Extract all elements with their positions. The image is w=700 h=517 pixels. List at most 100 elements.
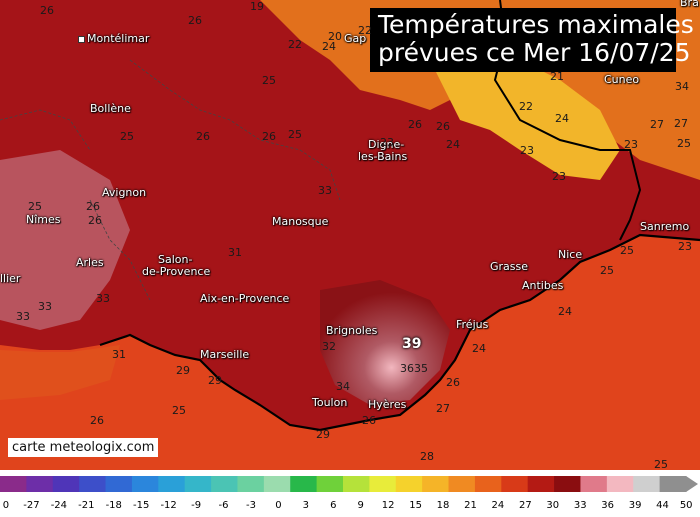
isotherm-label: 28	[420, 450, 434, 463]
isotherm-label: 20	[328, 30, 342, 43]
city-marker-icon	[78, 35, 85, 43]
isotherm-label: 22	[288, 38, 302, 51]
city-label: Montélimar	[78, 32, 149, 45]
color-scale-tick-label: 0	[275, 500, 282, 511]
isotherm-label: 26	[40, 4, 54, 17]
color-scale-segment	[633, 476, 661, 492]
color-scale-tick-label: -27	[23, 500, 40, 511]
var-hot-spot	[320, 280, 450, 405]
color-scale-segment	[369, 476, 397, 492]
isotherm-label: 26	[436, 120, 450, 133]
isotherm-label: 25	[677, 137, 691, 150]
isotherm-label: 23	[678, 240, 692, 253]
isotherm-label: 36	[400, 362, 414, 375]
city-label: Arles	[76, 256, 104, 269]
color-scale-segment	[0, 476, 27, 492]
color-scale-segment	[501, 476, 529, 492]
isotherm-label: 25	[620, 244, 634, 257]
color-scale-segment	[79, 476, 107, 492]
city-label: Hyères	[368, 398, 407, 411]
color-scale-segment	[211, 476, 238, 492]
city-label: Sanremo	[640, 220, 690, 233]
isotherm-label: 26	[362, 414, 376, 427]
color-scale-tick-label: -9	[191, 500, 202, 511]
color-scale-tick-label: 27	[518, 500, 532, 511]
isotherm-label: 24	[555, 112, 569, 125]
city-label: Toulon	[312, 396, 348, 409]
color-scale: 0 -27 -24 -21 -18 -15 -12 -9 -6 -3 0 3 6 9 12 15 18 21 24 2…	[0, 470, 700, 517]
color-scale-tick-label: 18	[436, 500, 450, 511]
color-scale-segment	[422, 476, 450, 492]
max-temperature-label: 39	[402, 336, 422, 352]
isotherm-label: 26	[88, 214, 102, 227]
city-label: Grasse	[490, 260, 529, 273]
color-scale-segment	[316, 476, 344, 492]
coastline	[99, 233, 700, 432]
isotherm-label: 25	[28, 200, 42, 213]
color-scale-tick-label: -15	[133, 500, 150, 511]
isotherm-label: 25	[288, 128, 302, 141]
city-label: Antibes	[522, 279, 564, 292]
isotherm-label: 27	[436, 402, 450, 415]
color-scale-segment	[237, 476, 265, 492]
isotherm-label: 24	[472, 342, 486, 355]
color-scale-tick-label: 3	[302, 500, 310, 511]
isotherm-label: 25	[172, 404, 186, 417]
alps-cool-area	[430, 50, 620, 180]
isotherm-label: 26	[408, 118, 422, 131]
color-scale-tick-label: 30	[546, 500, 560, 511]
color-scale-tick-label: 6	[330, 500, 337, 511]
isotherm-label: 29	[208, 374, 222, 387]
color-scale-segment	[131, 476, 159, 492]
isotherm-label: 24	[446, 138, 460, 151]
isotherm-label: 26	[196, 130, 210, 143]
city-label: Aix-en-Provence	[200, 292, 290, 305]
color-scale-tick-label: 0	[2, 500, 10, 511]
city-label: Salon-	[158, 253, 193, 266]
color-scale-segment	[263, 476, 291, 492]
city-label: Cuneo	[604, 73, 640, 86]
city-label: Bollène	[90, 102, 131, 115]
map-title: Températures maximales prévues ce Mer 16…	[370, 8, 694, 72]
color-scale-segment	[527, 476, 555, 492]
isotherm-label: 26	[90, 414, 104, 427]
map-title-line-2: prévues ce Mer 16/07/25	[378, 38, 691, 67]
color-scale-segment	[105, 476, 133, 492]
color-scale-segment	[52, 476, 80, 492]
isotherm-label: 25	[600, 264, 614, 277]
gulf-lion-area	[0, 345, 120, 400]
isotherm-label: 23	[624, 138, 638, 151]
color-scale-tick-label: 12	[381, 500, 395, 511]
isotherm-label: 22	[358, 24, 372, 37]
city-label: Fréjus	[456, 318, 489, 331]
isotherm-label: 31	[112, 348, 126, 361]
city-label: Nîmes	[26, 213, 61, 226]
color-scale-tick-label: 24	[491, 500, 505, 511]
isotherm-label: 23	[380, 136, 394, 149]
isotherm-label: 19	[250, 0, 264, 13]
isotherm-label: 32	[322, 340, 336, 353]
color-scale-tick-label: 39	[628, 500, 642, 511]
color-scale-segment	[580, 476, 608, 492]
color-scale-segment	[474, 476, 502, 492]
color-scale-segment	[290, 476, 318, 492]
color-scale-tick-label: 44	[656, 500, 669, 511]
color-scale-tick-label: -18	[105, 500, 122, 511]
credit-label: carte meteologix.com	[8, 438, 159, 457]
isotherm-label: 33	[38, 300, 52, 313]
isotherm-label: 23	[552, 170, 566, 183]
isotherm-label: 33	[96, 292, 110, 305]
isotherm-label: 34	[675, 80, 689, 93]
isotherm-label: 27	[674, 117, 688, 130]
color-scale-tick-label: -3	[245, 500, 256, 511]
color-scale-segment	[448, 476, 476, 492]
isotherm-label: 26	[262, 130, 276, 143]
color-scale-segment	[343, 476, 370, 492]
color-scale-tick-label: 36	[601, 500, 615, 511]
city-label: les-Bains	[358, 150, 408, 163]
isotherm-label: 25	[654, 458, 668, 471]
city-label: Avignon	[102, 186, 147, 199]
isotherm-label: 31	[228, 246, 242, 259]
isotherm-label: 23	[520, 144, 534, 157]
